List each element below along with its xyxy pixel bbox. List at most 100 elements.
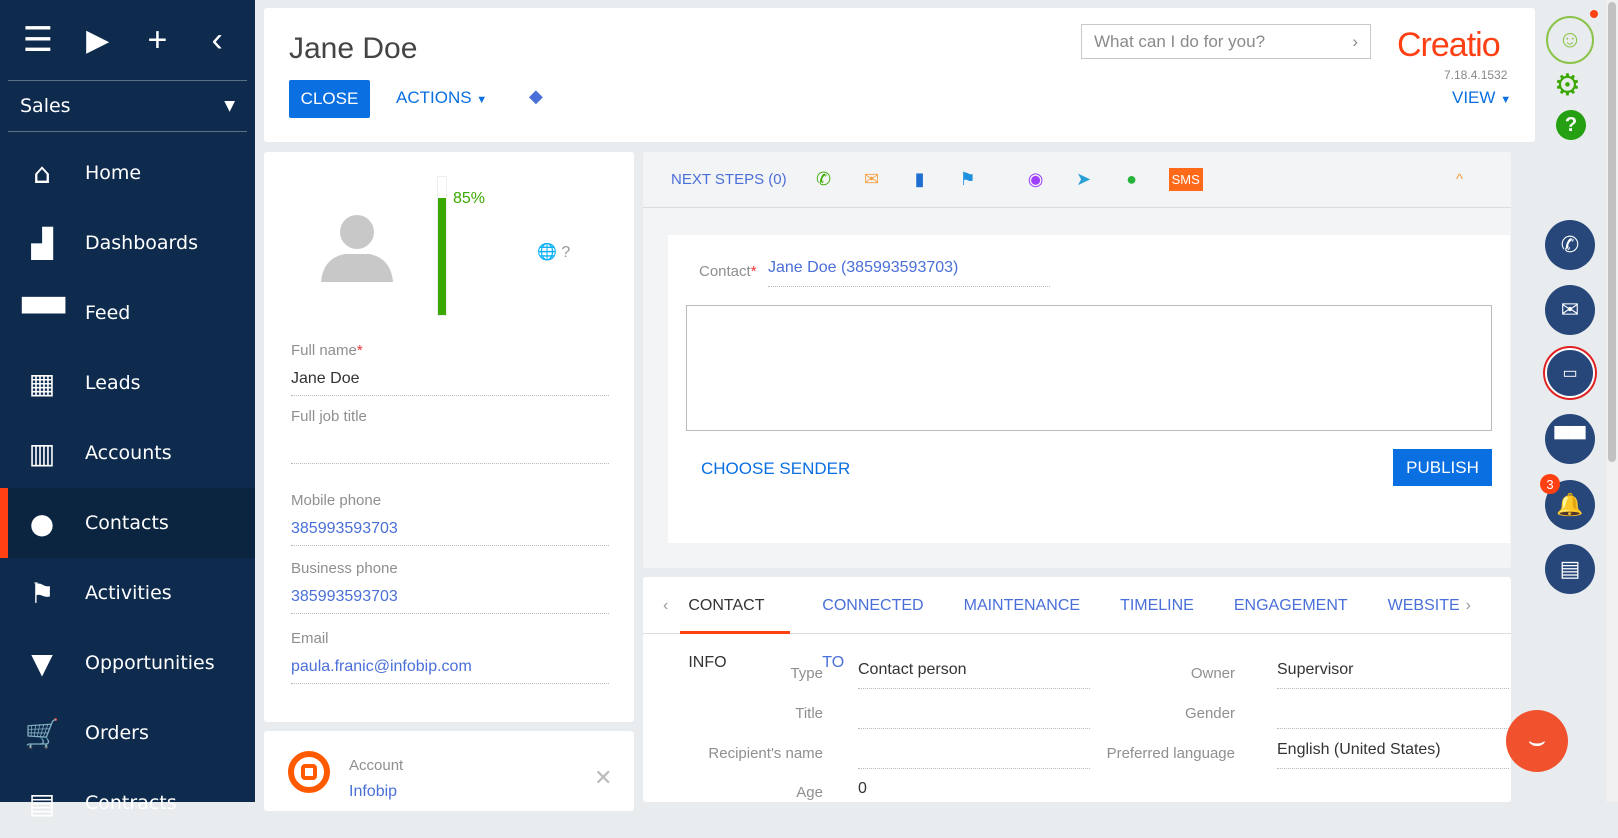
chat-widget-button[interactable]: ⌣: [1506, 710, 1568, 772]
tab-engagement[interactable]: ENGAGEMENT: [1233, 596, 1348, 614]
collapse-icon[interactable]: ^: [1455, 171, 1463, 188]
job-title-label: Full job title: [291, 408, 367, 425]
details-panel: ‹ CONTACT INFO CONNECTED TO MAINTENANCE …: [643, 577, 1511, 802]
collapse-icon[interactable]: ‹: [211, 20, 223, 59]
search-input[interactable]: What can I do for you? ›: [1081, 24, 1371, 59]
telegram-icon[interactable]: ➤: [1076, 169, 1092, 189]
timezone-icon[interactable]: 🌐 ?: [537, 244, 571, 261]
job-title-field[interactable]: [291, 438, 609, 464]
full-name-label: Full name*: [291, 342, 363, 359]
play-icon[interactable]: ▶: [86, 23, 110, 57]
message-textarea[interactable]: [686, 305, 1492, 431]
leads-icon: ▦: [28, 366, 56, 400]
chat-widget-icon: ⌣: [1527, 724, 1547, 756]
email-button[interactable]: ✉: [1545, 285, 1595, 335]
actions-button[interactable]: ACTIONS ▼: [396, 88, 487, 108]
flag-icon[interactable]: ⚑: [959, 169, 976, 189]
email-icon[interactable]: ✉: [864, 169, 880, 189]
help-icon[interactable]: ?: [1556, 110, 1586, 140]
chevron-right-icon: ›: [1352, 31, 1358, 51]
scrollbar[interactable]: [1606, 0, 1618, 802]
business-phone-field[interactable]: 385993593703: [291, 588, 609, 614]
bell-icon: 🔔: [1556, 492, 1584, 517]
email-label: Email: [291, 630, 329, 647]
chevron-down-icon: ▼: [224, 98, 235, 114]
notification-badge: 3: [1540, 474, 1560, 494]
creatio-logo: Creatio: [1397, 26, 1501, 64]
building-icon: ▥: [28, 436, 56, 470]
sidebar-item-opportunities[interactable]: ▼ Opportunities: [0, 628, 255, 698]
sidebar-item-label: Leads: [85, 372, 141, 394]
title-field[interactable]: [858, 701, 1090, 729]
whatsapp-icon[interactable]: ●: [1126, 169, 1138, 189]
sidebar-item-leads[interactable]: ▦ Leads: [0, 348, 255, 418]
sidebar-item-feed[interactable]: ▀▀ Feed: [0, 278, 255, 348]
age-field[interactable]: 0: [858, 780, 867, 797]
chat-button[interactable]: ▭: [1545, 348, 1595, 398]
comment-icon[interactable]: ▮: [914, 169, 925, 189]
phone-icon: ✆: [1560, 232, 1580, 257]
document-icon: ▤: [28, 786, 56, 820]
sidebar-item-accounts[interactable]: ▥ Accounts: [0, 418, 255, 488]
choose-sender-button[interactable]: CHOOSE SENDER: [701, 459, 851, 478]
full-name-field[interactable]: Jane Doe: [291, 370, 609, 396]
sidebar-item-orders[interactable]: 🛒 Orders: [0, 698, 255, 768]
process-button[interactable]: ▤: [1545, 544, 1595, 594]
tab-maintenance[interactable]: MAINTENANCE: [963, 596, 1081, 614]
tab-timeline[interactable]: TIMELINE: [1120, 596, 1194, 614]
call-icon[interactable]: ✆: [816, 169, 832, 189]
age-label: Age: [796, 784, 823, 801]
page-header: Jane Doe CLOSE ACTIONS ▼ ◆ What can I do…: [264, 8, 1535, 142]
mobile-phone-field[interactable]: 385993593703: [291, 520, 609, 546]
preferred-language-field[interactable]: English (United States): [1277, 741, 1509, 769]
close-icon[interactable]: ✕: [594, 765, 613, 790]
sidebar-item-activities[interactable]: ⚑ Activities: [0, 558, 255, 628]
tab-connected-to[interactable]: CONNECTED TO: [822, 596, 924, 671]
chevron-left-icon[interactable]: ‹: [663, 596, 669, 614]
document-play-icon: ▤: [1559, 556, 1581, 581]
sidebar-item-contacts[interactable]: ● Contacts: [0, 488, 255, 558]
gender-field[interactable]: [1277, 701, 1509, 729]
sms-tab[interactable]: SMS: [1168, 168, 1203, 191]
sidebar-item-label: Activities: [85, 582, 172, 604]
owner-field[interactable]: Supervisor: [1277, 661, 1509, 689]
account-link[interactable]: Infobip: [349, 783, 398, 800]
view-button[interactable]: VIEW ▼: [1452, 88, 1511, 108]
close-button[interactable]: CLOSE: [289, 80, 370, 118]
workplace-select[interactable]: Sales ▼: [8, 80, 247, 132]
title-label: Title: [795, 705, 823, 722]
sidebar-item-contracts[interactable]: ▤ Contracts: [0, 768, 255, 838]
feed-button[interactable]: ▀▀: [1545, 414, 1595, 464]
owner-label: Owner: [1190, 665, 1235, 682]
type-label: Type: [790, 665, 823, 682]
sidebar-item-label: Accounts: [85, 442, 172, 464]
gear-icon[interactable]: ⚙: [1554, 69, 1581, 102]
sidebar-item-label: Contacts: [85, 512, 169, 534]
cart-icon: 🛒: [24, 716, 60, 750]
tab-website[interactable]: WEBSITE: [1387, 596, 1460, 614]
mobile-phone-label: Mobile phone: [291, 492, 382, 509]
contact-field[interactable]: Jane Doe (385993593703): [768, 259, 1050, 287]
type-field[interactable]: Contact person: [858, 661, 1090, 689]
sidebar-item-label: Home: [85, 162, 142, 184]
contact-label: Contact*: [699, 263, 757, 280]
user-avatar[interactable]: ☺: [1546, 16, 1594, 64]
sidebar-item-dashboards[interactable]: ▟ Dashboards: [0, 208, 255, 278]
sidebar-item-label: Opportunities: [85, 652, 215, 674]
plus-icon[interactable]: +: [147, 20, 168, 59]
scrollbar-thumb[interactable]: [1608, 2, 1616, 462]
sidebar-item-home[interactable]: ⌂ Home: [0, 138, 255, 208]
next-steps-tab[interactable]: NEXT STEPS (0): [671, 171, 787, 188]
tab-contact-info[interactable]: CONTACT INFO: [680, 577, 791, 671]
recipient-name-field[interactable]: [858, 741, 1090, 769]
messenger-icon[interactable]: ◉: [1027, 169, 1044, 189]
phone-button[interactable]: ✆: [1545, 220, 1595, 270]
sidebar-item-label: Feed: [85, 302, 131, 324]
avatar[interactable]: [321, 210, 393, 282]
email-field[interactable]: paula.franic@infobip.com: [291, 658, 609, 684]
chevron-right-icon[interactable]: ›: [1465, 596, 1471, 614]
tag-icon[interactable]: ◆: [529, 86, 543, 106]
menu-icon[interactable]: ☰: [22, 21, 54, 59]
notifications-button[interactable]: 🔔: [1545, 480, 1595, 530]
publish-button[interactable]: PUBLISH: [1393, 449, 1492, 486]
